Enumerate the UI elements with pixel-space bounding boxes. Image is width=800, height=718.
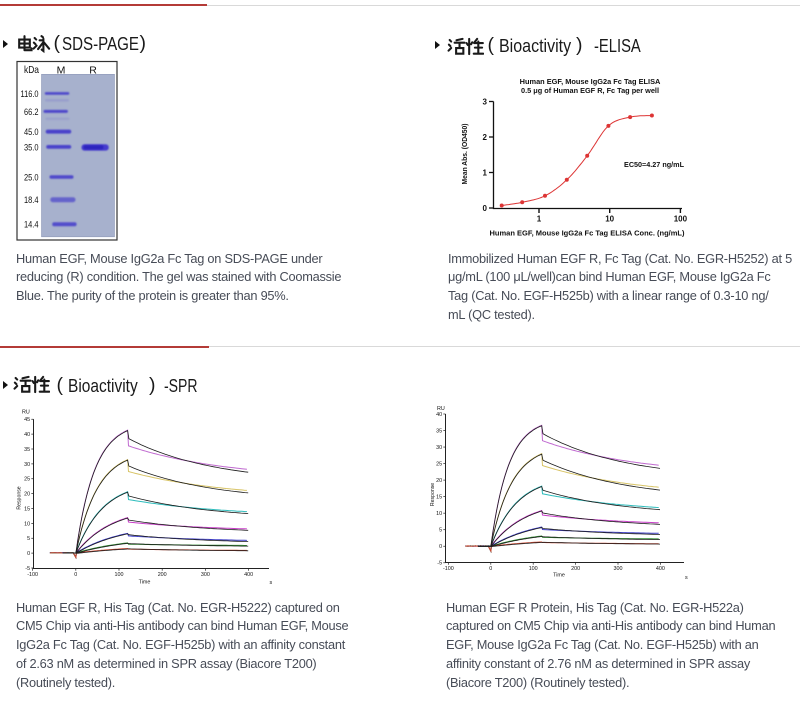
svg-text:10: 10 (605, 215, 614, 224)
svg-text:Human EGF, Mouse IgG2a Fc Tag: Human EGF, Mouse IgG2a Fc Tag ELISA Conc… (489, 229, 685, 238)
svg-text:-100: -100 (27, 572, 38, 578)
svg-text:30: 30 (436, 445, 442, 451)
svg-text:14.4: 14.4 (24, 220, 39, 230)
svg-text:RU: RU (22, 410, 30, 416)
svg-text:66.2: 66.2 (24, 107, 39, 117)
svg-text:0: 0 (74, 572, 77, 578)
svg-text:18.4: 18.4 (24, 195, 39, 205)
svg-text:-5: -5 (437, 561, 442, 567)
svg-text:s: s (685, 575, 688, 581)
svg-text:45.0: 45.0 (24, 127, 39, 137)
svg-text:Human EGF, Mouse IgG2a Fc Tag: Human EGF, Mouse IgG2a Fc Tag ELISA (520, 77, 661, 86)
svg-text:RU: RU (437, 406, 445, 412)
svg-text:100: 100 (674, 215, 688, 224)
svg-text:Response: Response (430, 483, 436, 506)
svg-text:10: 10 (24, 521, 30, 527)
svg-text:300: 300 (614, 566, 623, 572)
svg-text:Mean Abs. (OD450): Mean Abs. (OD450) (460, 123, 469, 184)
svg-text:25: 25 (436, 461, 442, 467)
svg-text:35: 35 (436, 428, 442, 434)
svg-text:2: 2 (483, 133, 488, 142)
svg-text:0: 0 (27, 551, 30, 557)
svg-text:116.0: 116.0 (21, 89, 39, 99)
svg-text:35.0: 35.0 (24, 142, 39, 152)
svg-text:400: 400 (244, 572, 253, 578)
svg-text:40: 40 (24, 432, 30, 438)
svg-text:15: 15 (24, 506, 30, 512)
svg-text:s: s (270, 580, 273, 586)
svg-text:30: 30 (24, 462, 30, 468)
svg-text:Response: Response (17, 486, 23, 509)
svg-text:200: 200 (158, 572, 167, 578)
svg-text:1: 1 (483, 168, 488, 177)
svg-text:0.5 μg of Human EGF R, Fc Tag: 0.5 μg of Human EGF R, Fc Tag per well (521, 88, 659, 95)
svg-text:100: 100 (115, 572, 124, 578)
svg-text:25: 25 (24, 477, 30, 483)
svg-text:10: 10 (436, 511, 442, 517)
svg-text:25.0: 25.0 (24, 172, 39, 182)
svg-text:45: 45 (24, 417, 30, 423)
svg-text:200: 200 (571, 566, 580, 572)
svg-text:1: 1 (537, 215, 542, 224)
svg-text:5: 5 (27, 536, 30, 542)
svg-text:M: M (57, 65, 66, 77)
svg-text:0: 0 (483, 204, 488, 213)
svg-text:0: 0 (439, 544, 442, 550)
svg-text:35: 35 (24, 447, 30, 453)
svg-text:0: 0 (489, 566, 492, 572)
svg-text:400: 400 (656, 566, 665, 572)
svg-text:300: 300 (201, 572, 210, 578)
svg-text:20: 20 (24, 492, 30, 498)
svg-text:3: 3 (483, 97, 488, 106)
svg-text:-100: -100 (443, 566, 454, 572)
svg-text:20: 20 (436, 478, 442, 484)
svg-text:Time: Time (139, 580, 151, 586)
svg-text:Time: Time (553, 573, 565, 579)
svg-text:R: R (89, 65, 97, 77)
svg-text:EC50=4.27 ng/mL: EC50=4.27 ng/mL (624, 160, 685, 169)
svg-text:40: 40 (436, 412, 442, 418)
svg-text:15: 15 (436, 495, 442, 501)
svg-text:-5: -5 (25, 566, 30, 572)
svg-text:5: 5 (439, 528, 442, 534)
svg-text:100: 100 (529, 566, 538, 572)
svg-text:kDa: kDa (24, 65, 39, 76)
